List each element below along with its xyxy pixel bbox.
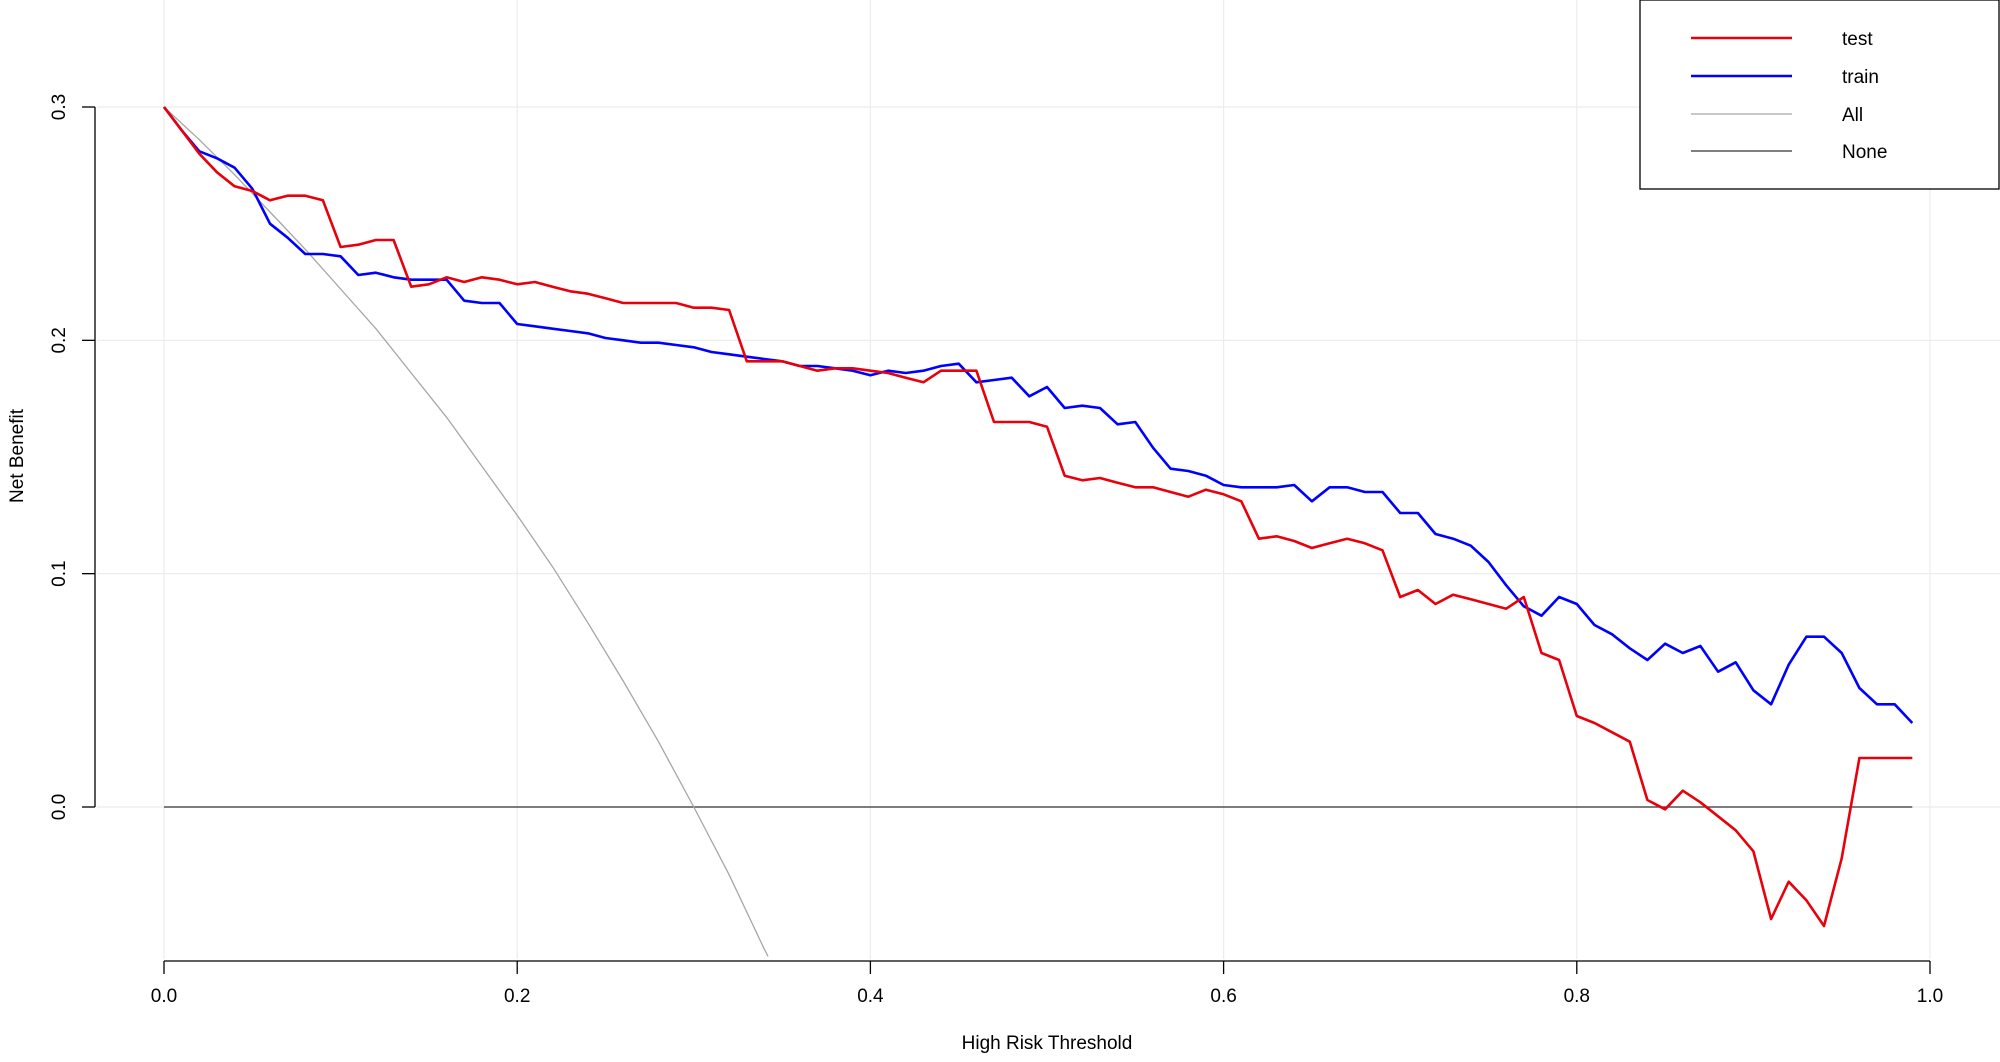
x-tick-label-2: 0.4 — [857, 986, 884, 1007]
legend-label-train: train — [1842, 67, 1879, 88]
x-tick-label-3: 0.6 — [1210, 986, 1236, 1007]
series-line-train — [162, 106, 1914, 724]
series-line-all — [163, 106, 769, 957]
series-lines — [162, 106, 1914, 957]
legend-label-test: test — [1842, 29, 1873, 50]
y-tick-label-1: 0.1 — [49, 560, 70, 586]
y-tick-label-0: 0.0 — [49, 794, 70, 820]
series-line-test — [162, 106, 1913, 928]
x-axis-title: High Risk Threshold — [962, 1033, 1133, 1054]
x-tick-label-5: 1.0 — [1917, 986, 1943, 1007]
y-axis: 0.0 0.1 0.2 0.3 Net Benefit — [7, 94, 96, 820]
x-axis: 0.0 0.2 0.4 0.6 0.8 1.0 High Risk Threshold — [151, 960, 1943, 1054]
x-tick-label-4: 0.8 — [1564, 986, 1590, 1007]
legend-label-none: None — [1842, 142, 1887, 163]
legend: test train All None — [1639, 0, 2000, 190]
legend-label-all: All — [1842, 105, 1863, 126]
y-tick-label-3: 0.3 — [49, 94, 70, 120]
y-axis-title: Net Benefit — [7, 408, 28, 503]
y-axis-ticks: 0.0 0.1 0.2 0.3 — [49, 94, 95, 820]
legend-box — [1639, 0, 2000, 190]
x-tick-label-0: 0.0 — [151, 986, 177, 1007]
x-axis-ticks: 0.0 0.2 0.4 0.6 0.8 1.0 — [151, 961, 1943, 1007]
y-tick-label-2: 0.2 — [49, 327, 70, 353]
x-tick-label-1: 0.2 — [504, 986, 530, 1007]
